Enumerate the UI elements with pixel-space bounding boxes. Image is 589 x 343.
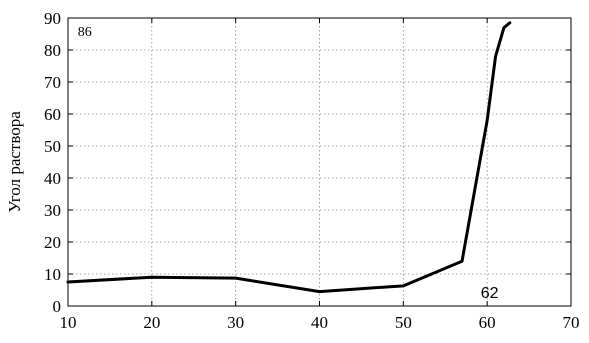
x-tick-label: 60 <box>479 313 496 332</box>
y-tick-label: 60 <box>44 105 61 124</box>
plot-frame <box>67 17 572 307</box>
y-tick-label: 40 <box>44 169 61 188</box>
y-tick-label: 50 <box>44 137 61 156</box>
x-tick-label: 70 <box>563 313 580 332</box>
grid-lines <box>68 18 571 306</box>
x-tick-label: 20 <box>143 313 160 332</box>
y-tick-label: 10 <box>44 265 61 284</box>
annotations: 86 62 <box>78 25 499 302</box>
x-tick-label: 40 <box>311 313 328 332</box>
y-tick-label: 90 <box>44 9 61 28</box>
annotation-label: 86 <box>78 25 92 40</box>
y-tick-labels: 0 10 20 30 40 50 60 70 80 90 <box>44 9 61 316</box>
y-tick-label: 0 <box>53 297 62 316</box>
y-tick-label: 30 <box>44 201 61 220</box>
series-line-0 <box>66 21 512 294</box>
x-tick-label: 10 <box>60 313 77 332</box>
y-tick-label: 20 <box>44 233 61 252</box>
y-axis-title: Угол раствора <box>5 111 24 213</box>
series-layer <box>66 21 512 294</box>
y-tick-label: 80 <box>44 41 61 60</box>
y-tick-label: 70 <box>44 73 61 92</box>
x-tick-labels: 10 20 30 40 50 60 70 <box>60 313 580 332</box>
x-tick-label: 50 <box>395 313 412 332</box>
annotation-label: 62 <box>481 285 499 302</box>
x-tick-label: 30 <box>227 313 244 332</box>
